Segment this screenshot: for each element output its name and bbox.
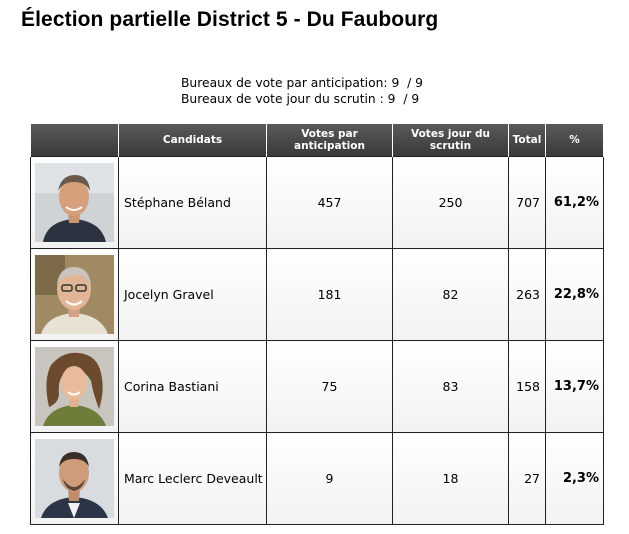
election-day-polling-stations: Bureaux de vote jour du scrutin : 9 / 9	[181, 92, 420, 106]
advance-polling-stations: Bureaux de vote par anticipation: 9 / 9	[181, 76, 423, 90]
votes-scrutin: 83	[392, 340, 509, 433]
vote-percent: 61,2%	[545, 156, 604, 249]
polling-stations-summary: Bureaux de vote par anticipation: 9 / 9 B…	[181, 75, 423, 107]
votes-total: 158	[508, 340, 546, 433]
votes-scrutin: 250	[392, 156, 509, 249]
vote-percent: 2,3%	[545, 432, 604, 525]
results-table: Candidats Votes par anticipation Votes j…	[30, 124, 604, 525]
votes-anticipation: 457	[266, 156, 393, 249]
header-photo	[30, 124, 119, 157]
candidate-row: Corina Bastiani 75 83 158 13,7%	[30, 340, 604, 433]
photo-cell	[30, 432, 119, 525]
candidate-photo	[35, 255, 114, 334]
votes-scrutin: 18	[392, 432, 509, 525]
candidate-photo	[35, 347, 114, 426]
votes-total: 27	[508, 432, 546, 525]
header-votes-scrutin: Votes jour du scrutin	[392, 124, 509, 157]
vote-percent: 22,8%	[545, 248, 604, 341]
votes-anticipation: 181	[266, 248, 393, 341]
header-percent: %	[545, 124, 604, 157]
candidate-name: Corina Bastiani	[118, 340, 267, 433]
candidate-name: Marc Leclerc Deveault	[118, 432, 267, 525]
header-votes-anticipation: Votes par anticipation	[266, 124, 393, 157]
candidate-row: Marc Leclerc Deveault 9 18 27 2,3%	[30, 432, 604, 525]
header-candidats: Candidats	[118, 124, 267, 157]
photo-cell	[30, 340, 119, 433]
page-title: Élection partielle District 5 - Du Faubo…	[21, 8, 439, 31]
vote-percent: 13,7%	[545, 340, 604, 433]
votes-scrutin: 82	[392, 248, 509, 341]
candidate-photo	[35, 439, 114, 518]
photo-cell	[30, 248, 119, 341]
candidate-name: Stéphane Béland	[118, 156, 267, 249]
votes-anticipation: 75	[266, 340, 393, 433]
candidate-row: Stéphane Béland 457 250 707 61,2%	[30, 156, 604, 249]
photo-cell	[30, 156, 119, 249]
results-header-row: Candidats Votes par anticipation Votes j…	[30, 124, 604, 157]
candidate-name: Jocelyn Gravel	[118, 248, 267, 341]
votes-total: 263	[508, 248, 546, 341]
votes-anticipation: 9	[266, 432, 393, 525]
candidate-photo	[35, 163, 114, 242]
header-total: Total	[508, 124, 546, 157]
candidate-row: Jocelyn Gravel 181 82 263 22,8%	[30, 248, 604, 341]
votes-total: 707	[508, 156, 546, 249]
